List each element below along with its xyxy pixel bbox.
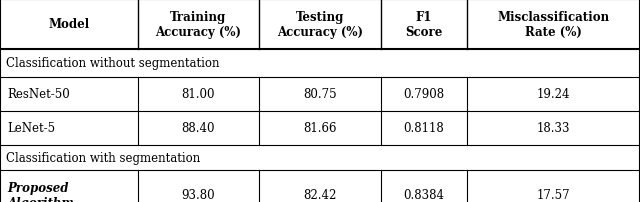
Text: 81.00: 81.00 [182,88,215,101]
Text: F1
Score: F1 Score [405,11,443,39]
Text: Testing
Accuracy (%): Testing Accuracy (%) [277,11,363,39]
Text: ResNet-50: ResNet-50 [8,88,70,101]
Text: 80.75: 80.75 [303,88,337,101]
Text: 0.8384: 0.8384 [403,188,445,202]
Text: Training
Accuracy (%): Training Accuracy (%) [156,11,241,39]
Text: LeNet-5: LeNet-5 [8,122,56,135]
Text: 88.40: 88.40 [182,122,215,135]
Text: Classification with segmentation: Classification with segmentation [6,151,201,164]
Text: Model: Model [48,18,90,31]
Text: Classification without segmentation: Classification without segmentation [6,57,220,70]
Text: 0.7908: 0.7908 [403,88,445,101]
Text: 19.24: 19.24 [537,88,570,101]
Text: 93.80: 93.80 [182,188,215,202]
Text: 18.33: 18.33 [537,122,570,135]
Text: 82.42: 82.42 [303,188,337,202]
Text: 81.66: 81.66 [303,122,337,135]
Text: 17.57: 17.57 [537,188,570,202]
Text: 0.8118: 0.8118 [404,122,444,135]
Text: Proposed
Algorithm: Proposed Algorithm [8,181,74,202]
Text: Misclassification
Rate (%): Misclassification Rate (%) [497,11,610,39]
